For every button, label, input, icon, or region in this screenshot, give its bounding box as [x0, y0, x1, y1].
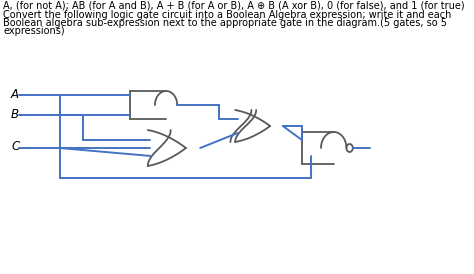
Text: A: A: [11, 87, 19, 101]
Text: B: B: [11, 107, 19, 121]
Text: Boolean algebra sub-expression next to the appropriate gate in the diagram.(5 ga: Boolean algebra sub-expression next to t…: [3, 18, 447, 28]
Text: expressions): expressions): [3, 26, 65, 36]
Text: C: C: [11, 141, 19, 153]
Text: A, (for not A); AB (for A and B), A + B (for A or B), A ⊕ B (A xor B), 0 (for fa: A, (for not A); AB (for A and B), A + B …: [3, 1, 465, 11]
Text: Convert the following logic gate circuit into a Boolean Algebra expression; writ: Convert the following logic gate circuit…: [3, 10, 452, 20]
